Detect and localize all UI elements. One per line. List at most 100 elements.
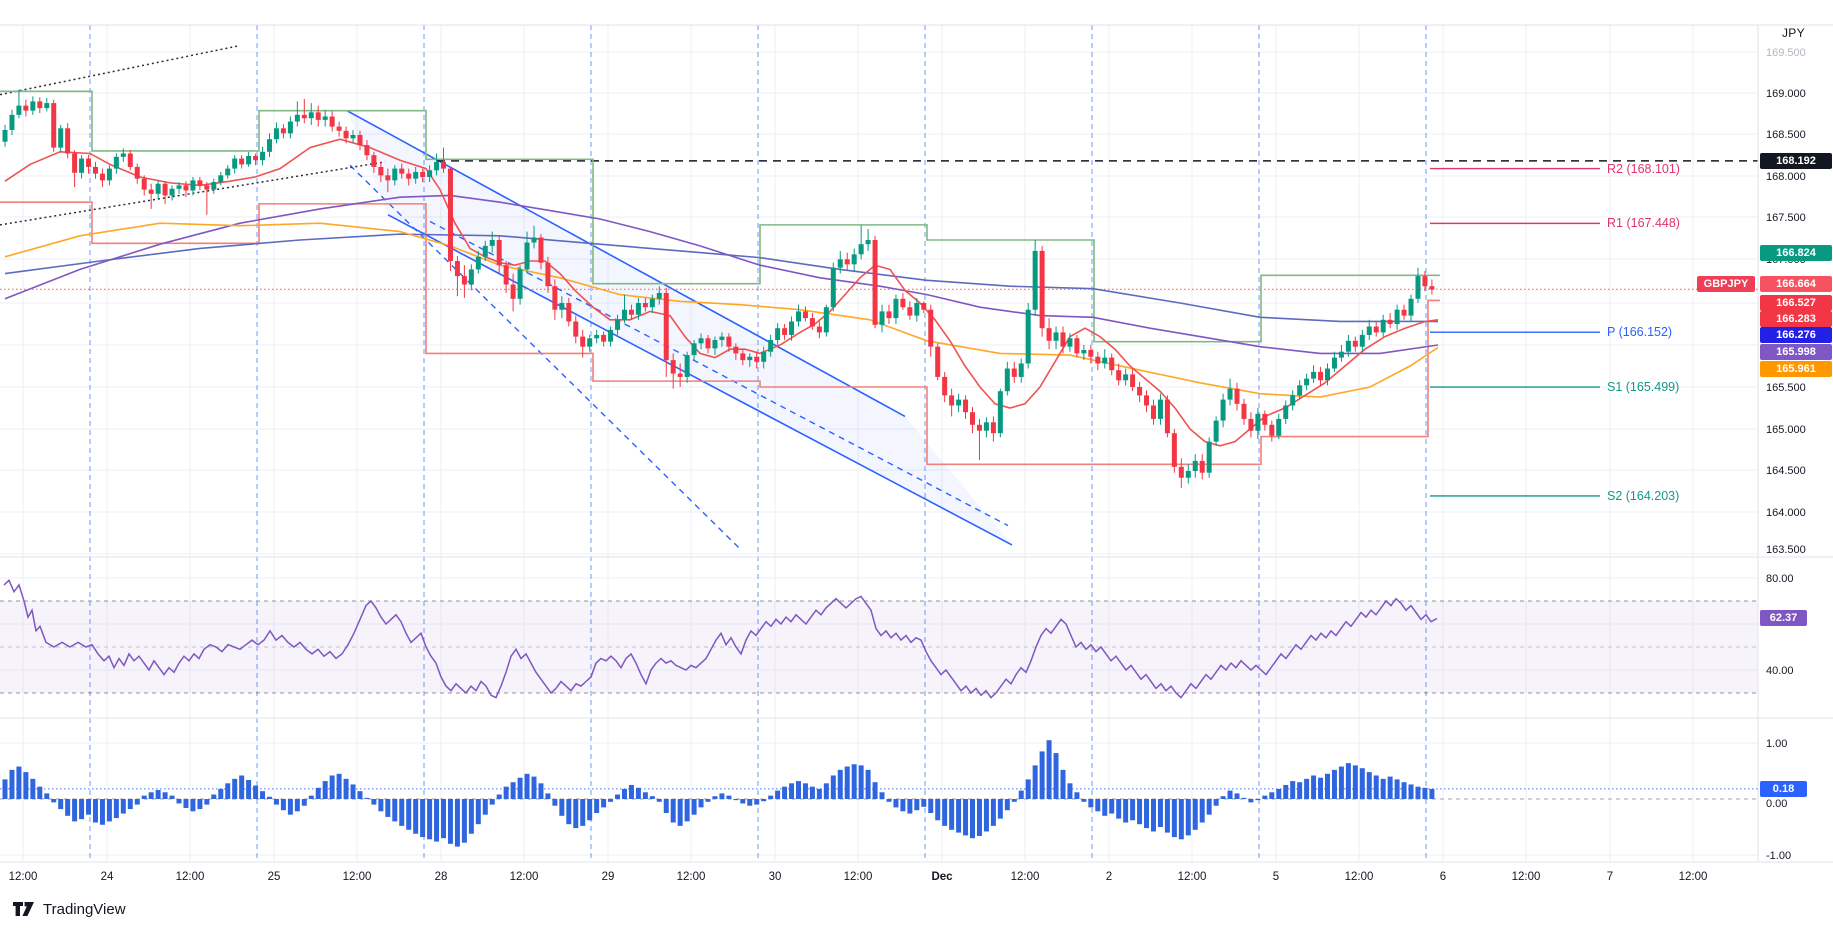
time-axis-label: 25 <box>268 871 281 883</box>
macd-histogram-bar <box>287 799 293 815</box>
macd-histogram-bar <box>635 787 641 799</box>
candle <box>113 156 119 169</box>
pivot-label: S2 (164.203) <box>1607 488 1680 503</box>
dotted-trendline <box>0 45 239 96</box>
pivot-label: R1 (167.448) <box>1607 216 1680 231</box>
macd-histogram-bar <box>552 799 558 806</box>
candle <box>956 399 962 406</box>
macd-histogram-bar <box>802 783 808 799</box>
macd-histogram-bar <box>942 799 948 826</box>
candle <box>1220 399 1226 421</box>
candle <box>371 155 377 167</box>
macd-histogram-bar <box>1352 765 1358 799</box>
tradingview-logo-icon[interactable] <box>12 899 36 919</box>
price-axis-badge: 166.527 <box>1760 295 1832 311</box>
price-axis-tick: 164.000 <box>1766 507 1806 519</box>
candle <box>872 240 878 325</box>
candle <box>434 161 440 171</box>
macd-histogram-bar <box>1137 799 1143 825</box>
candle <box>1102 357 1108 364</box>
candle <box>127 153 133 167</box>
candle <box>1297 385 1303 396</box>
candle <box>413 171 419 179</box>
candle <box>447 168 453 261</box>
candle <box>768 339 774 352</box>
candle <box>1408 298 1414 316</box>
candle <box>879 311 885 325</box>
macd-histogram-bar <box>949 799 955 830</box>
candle <box>970 412 976 425</box>
macd-histogram-bar <box>559 799 565 816</box>
macd-histogram-bar <box>420 799 426 838</box>
candle <box>1255 413 1261 431</box>
candle <box>914 303 920 316</box>
candle <box>691 343 697 356</box>
candles-series <box>2 89 1435 488</box>
candle <box>809 318 815 327</box>
rsi-band <box>0 601 1758 693</box>
price-axis-tick: 168.000 <box>1766 171 1806 183</box>
candle <box>1234 388 1240 404</box>
macd-histogram-bar <box>677 799 683 826</box>
candle <box>1060 332 1066 347</box>
macd-histogram-bar <box>858 765 864 799</box>
macd-histogram-bar <box>1116 799 1122 819</box>
macd-histogram-bar <box>1081 799 1087 802</box>
macd-histogram-bar <box>698 799 704 808</box>
macd-histogram-bar <box>1088 799 1094 808</box>
candle <box>545 262 551 287</box>
candle <box>1318 371 1324 381</box>
candle <box>1415 276 1421 299</box>
candle <box>225 168 231 176</box>
macd-histogram-bar <box>524 773 530 799</box>
candle <box>99 173 105 181</box>
candle <box>580 336 586 347</box>
candle <box>573 321 579 337</box>
macd-histogram-bar <box>768 795 774 799</box>
macd-histogram-bar <box>225 783 231 799</box>
candle <box>1150 405 1156 419</box>
candle <box>232 158 238 169</box>
candle <box>1067 338 1073 347</box>
macd-histogram-bar <box>343 778 349 799</box>
candle <box>329 116 335 127</box>
candle <box>1088 350 1094 357</box>
candle <box>1206 441 1212 473</box>
macd-histogram-bar <box>615 794 621 799</box>
tradingview-logo-text[interactable]: TradingView <box>43 900 126 918</box>
candle <box>802 311 808 319</box>
macd-histogram-bar <box>684 799 690 822</box>
price-axis-badge: 165.998 <box>1760 344 1832 360</box>
candle <box>1109 357 1115 371</box>
macd-histogram-bar <box>754 799 760 805</box>
macd-histogram-bar <box>1004 799 1010 811</box>
price-axis-badge: 62.37 <box>1760 610 1807 626</box>
candle <box>761 351 767 362</box>
candle <box>663 292 669 361</box>
time-axis-label: 5 <box>1273 871 1279 883</box>
candle <box>635 303 641 315</box>
macd-histogram-bar <box>315 787 321 799</box>
candle <box>740 353 746 361</box>
macd-histogram-bar <box>719 793 725 799</box>
pivot-label: S1 (165.499) <box>1607 380 1680 395</box>
macd-histogram-bar <box>538 783 544 799</box>
macd-histogram-bar <box>37 786 43 799</box>
candle <box>719 336 725 340</box>
macd-histogram-bar <box>72 799 78 822</box>
macd-histogram-bar <box>239 775 245 799</box>
macd-histogram-bar <box>566 799 572 825</box>
time-axis-label: 24 <box>101 871 114 883</box>
macd-histogram-bar <box>1401 782 1407 799</box>
macd-histogram-bar <box>879 792 885 799</box>
candle <box>1276 418 1282 436</box>
candle <box>1164 399 1170 434</box>
macd-histogram-bar <box>134 799 140 805</box>
macd-histogram-bar <box>461 799 467 843</box>
macd-histogram-bar <box>79 799 85 820</box>
candle <box>218 175 224 183</box>
macd-histogram-bar <box>1178 799 1184 840</box>
channel-steep-dashed-line <box>349 164 743 552</box>
